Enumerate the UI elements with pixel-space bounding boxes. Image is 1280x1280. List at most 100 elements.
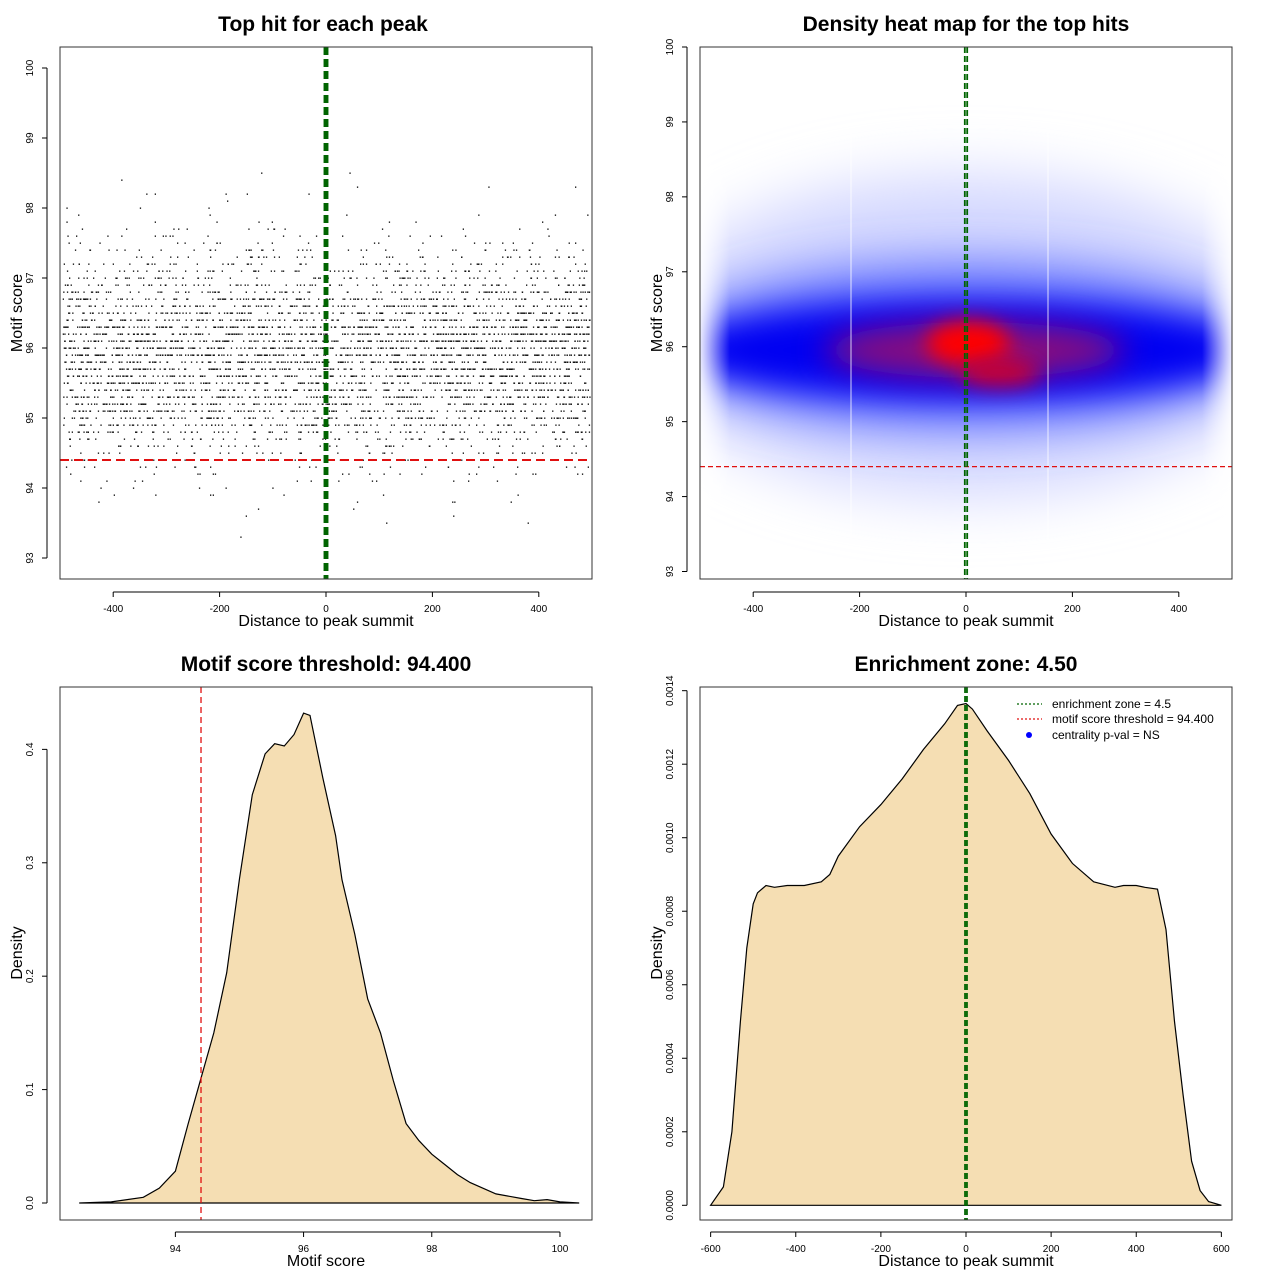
scatter-point [265,382,267,384]
scatter-point [257,354,259,356]
scatter-point [66,396,68,398]
scatter-point [270,361,272,363]
scatter-point [316,305,318,307]
scatter-point [127,375,129,377]
scatter-point [436,410,438,412]
scatter-point [141,340,143,342]
scatter-point [188,396,190,398]
scatter-point [517,340,519,342]
scatter-point [390,319,393,321]
scatter-point [403,305,405,307]
scatter-point [145,466,147,468]
scatter-point [425,326,427,328]
scatter-point [228,396,230,398]
scatter-point [290,333,293,335]
scatter-x-label: Distance to peak summit [238,613,414,630]
scatter-point [211,396,213,398]
scatter-point [558,256,560,258]
scatter-point [403,319,405,321]
scatter-point [386,354,388,356]
scatter-point [170,312,172,314]
scatter-point [549,375,551,377]
scatter-point [127,382,129,384]
scatter-point [73,340,76,342]
scatter-point [398,410,400,412]
scatter-point [111,354,113,356]
scatter-point [207,277,210,279]
scatter-point [370,361,372,363]
scatter-point [312,368,314,370]
scatter-point [275,354,277,356]
scatter-point [157,396,160,398]
scatter-point [162,389,164,391]
scatter-point [232,333,234,335]
scatter-point [184,417,186,419]
scatter-point [586,270,588,272]
scatter-point [519,382,521,384]
scatter-point [587,340,589,342]
scatter-point [261,326,263,328]
scatter-point [455,375,458,377]
scatter-point [434,424,436,426]
scatter-point [573,256,575,258]
scatter-point [107,410,109,412]
scatter-point [305,333,308,335]
scatter-point [437,319,439,321]
scatter-point [243,326,245,328]
scatter-point [155,494,157,496]
scatter-point [325,368,327,370]
scatter-point [436,382,438,384]
scatter-point [277,326,279,328]
scatter-point [294,389,296,391]
scatter-point [169,354,171,356]
scatter-point [251,361,253,363]
scatter-point [456,368,459,370]
scatter-point [309,403,311,405]
scatter-point [428,312,430,314]
scatter-point [146,389,148,391]
scatter-point [116,354,119,356]
scatter-point [455,396,457,398]
scatter-point [328,424,330,426]
scatter-point [396,410,399,412]
scatter-point [99,361,102,363]
scatter-point [263,340,265,342]
scatter-point [83,347,85,349]
scatter-point [526,417,528,419]
scatter-point [562,389,564,391]
scatter-point [370,340,372,342]
scatter-point [444,347,446,349]
scatter-point [540,340,542,342]
scatter-point [359,424,361,426]
scatter-point [178,403,180,405]
scatter-point [479,347,481,349]
scatter-point [190,347,192,349]
scatter-point [288,333,291,335]
scatter-point [152,340,154,342]
scatter-point [463,305,466,307]
scatter-point [535,389,537,391]
scatter-point [368,312,370,314]
scatter-point [297,249,300,251]
scatter-point [265,305,267,307]
scatter-point [244,312,246,314]
scatter-point [479,389,481,391]
scatter-point [193,347,195,349]
scatter-point [510,501,512,503]
scatter-point [101,340,103,342]
scatter-point [164,354,167,356]
scatter-point [579,340,581,342]
scatter-point [342,347,344,349]
scatter-point [359,340,361,342]
scatter-point [406,284,408,286]
scatter-point [179,389,181,391]
scatter-point [152,382,154,384]
scatter-point [90,361,93,363]
scatter-point [112,417,114,419]
scatter-point [272,487,274,489]
scatter-point [584,291,586,293]
scatter-point [413,389,416,391]
scatter-point [69,305,71,307]
scatter-point [492,347,494,349]
scatter-point [398,375,400,377]
